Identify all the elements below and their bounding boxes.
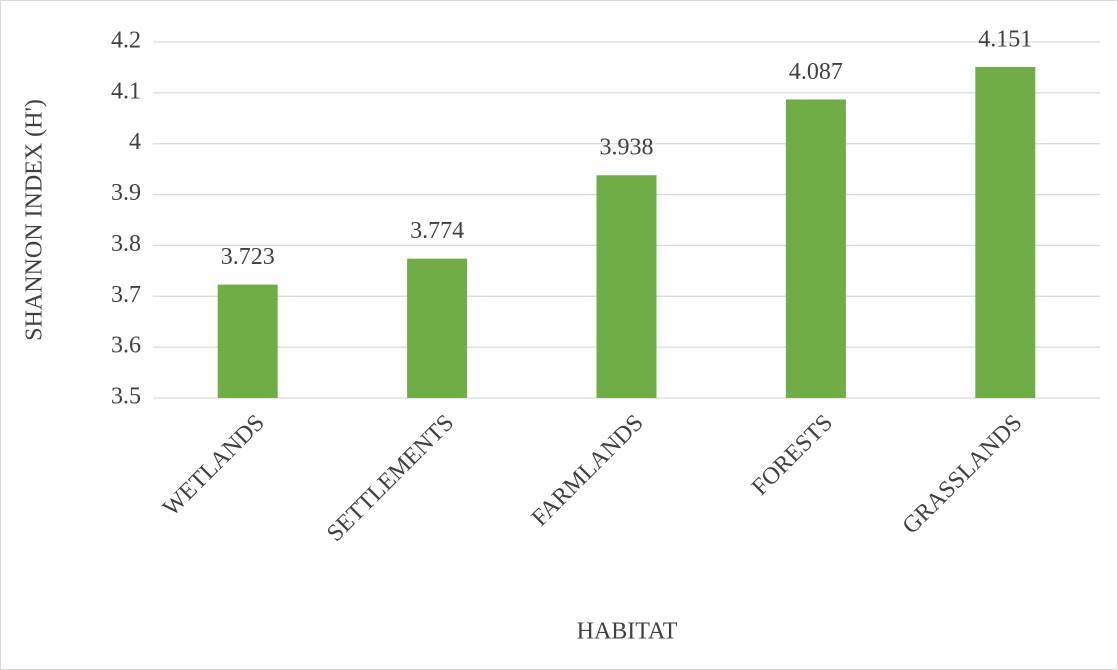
y-tick-label: 4: [129, 129, 141, 155]
y-axis-title: SHANNON INDEX (H'): [22, 99, 48, 341]
y-tick-label: 3.9: [111, 180, 141, 206]
bar: [975, 66, 1036, 399]
y-tick-label: 4.1: [111, 78, 141, 104]
bar: [596, 175, 657, 398]
y-tick-label: 3.7: [111, 282, 141, 308]
y-tick-label: 3.8: [111, 231, 141, 257]
bar: [785, 99, 846, 399]
bar: [217, 284, 278, 398]
data-label: 3.938: [600, 135, 654, 161]
data-label: 3.723: [221, 244, 275, 270]
y-tick-label: 3.6: [111, 333, 141, 359]
data-label: 4.151: [978, 26, 1032, 52]
x-axis-title: HABITAT: [577, 619, 678, 645]
data-label: 3.774: [410, 218, 464, 244]
data-label: 4.087: [789, 59, 843, 85]
y-tick-label: 3.5: [111, 384, 141, 410]
bar: [407, 258, 468, 398]
y-tick-label: 4.2: [111, 28, 141, 54]
